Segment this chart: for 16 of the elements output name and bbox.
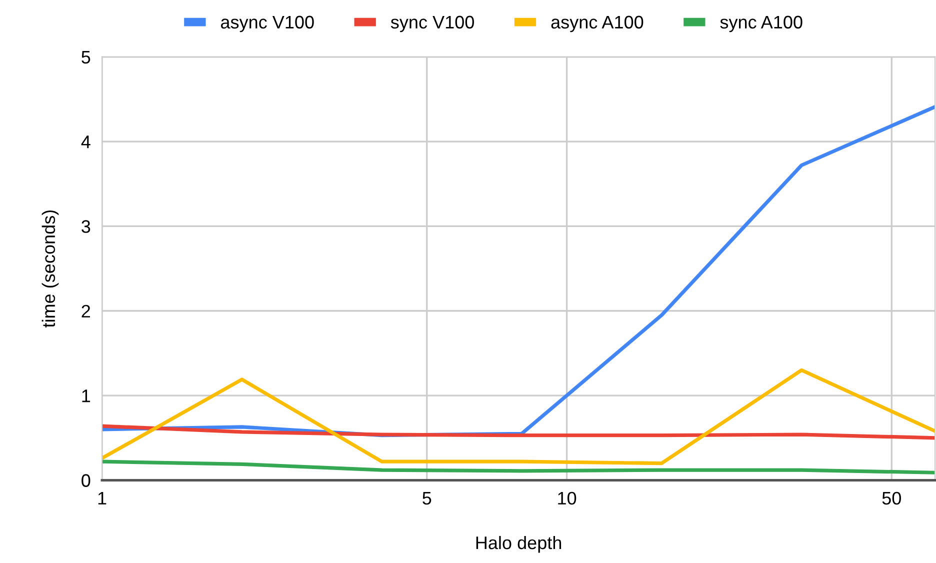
- legend-label: sync V100: [390, 16, 474, 32]
- y-tick-label: 1: [82, 390, 90, 402]
- x-tick-label: 1: [98, 492, 106, 504]
- y-tick-label: 0: [82, 474, 90, 487]
- y-tick-label: 3: [82, 220, 90, 233]
- x-tick-label: 10: [558, 492, 576, 505]
- y-tick-label: 4: [81, 136, 90, 148]
- y-tick-label: 5: [82, 50, 90, 64]
- x-axis-title: Halo depth: [476, 536, 562, 553]
- legend-label: sync A100: [720, 16, 802, 32]
- x-tick-label: 50: [882, 492, 901, 505]
- x-tick-label: 5: [422, 492, 432, 505]
- legend-label: async V100: [220, 16, 314, 32]
- y-axis-title: time (seconds): [42, 210, 59, 328]
- legend-label: async A100: [551, 16, 644, 32]
- y-tick-label: 2: [82, 304, 90, 318]
